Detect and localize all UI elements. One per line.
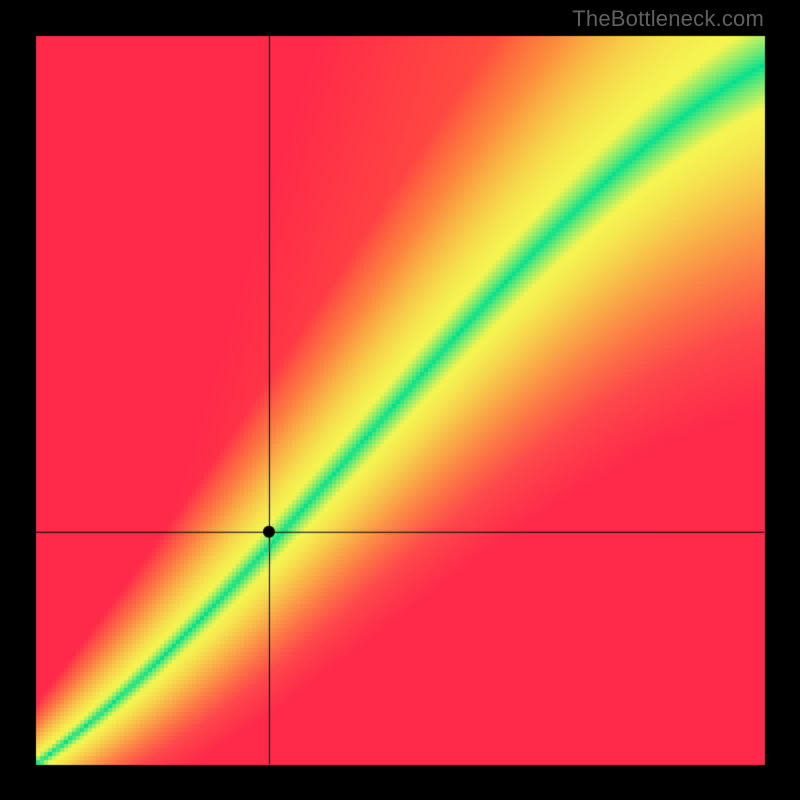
watermark-text: TheBottleneck.com (572, 6, 764, 32)
bottleneck-heatmap-chart (0, 0, 800, 805)
heatmap-canvas (0, 0, 800, 800)
